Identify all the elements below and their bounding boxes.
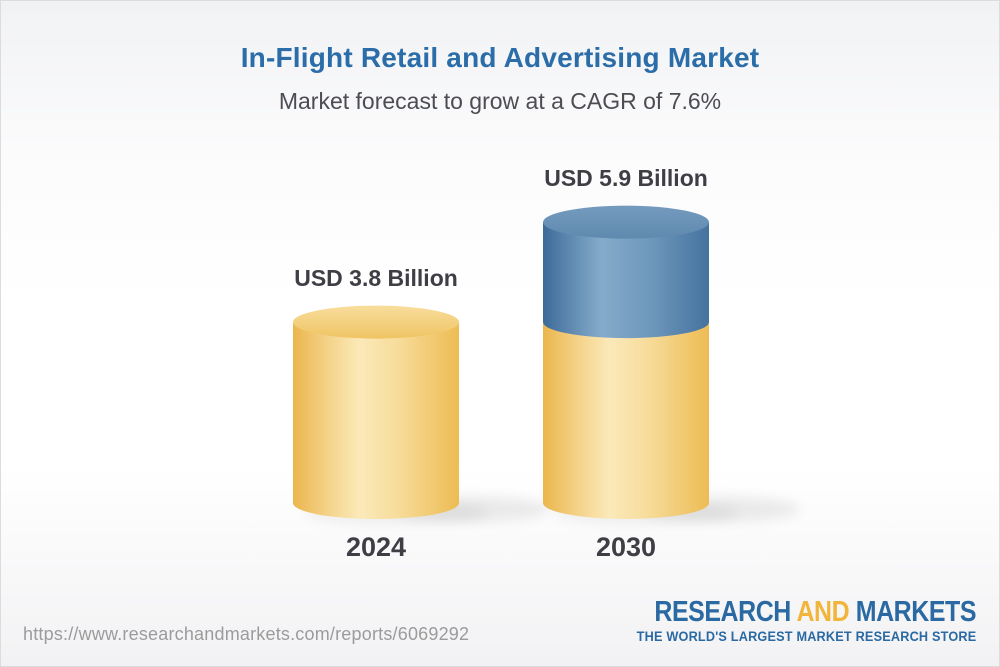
axis-label-2024: 2024 bbox=[345, 532, 407, 562]
report-url: https://www.researchandmarkets.com/repor… bbox=[23, 624, 470, 644]
axis-label-2030: 2030 bbox=[595, 532, 657, 562]
logo-tagline: THE WORLD'S LARGEST MARKET RESEARCH STOR… bbox=[636, 629, 976, 644]
research-and-markets-logo: RESEARCH AND MARKETS THE WORLD'S LARGEST… bbox=[602, 597, 976, 644]
bar-value-label-2024: USD 3.8 Billion bbox=[294, 265, 458, 292]
logo-word-markets: MARKETS bbox=[855, 596, 977, 628]
chart-subtitle: Market forecast to grow at a CAGR of 7.6… bbox=[278, 88, 722, 114]
chart-title: In-Flight Retail and Advertising Market bbox=[240, 42, 760, 73]
bar-value-label-2030: USD 5.9 Billion bbox=[544, 165, 708, 192]
logo-word-and: AND bbox=[796, 596, 850, 628]
logo-word-research: RESEARCH bbox=[654, 596, 791, 628]
logo-wordmark: RESEARCH AND MARKETS bbox=[654, 597, 976, 627]
